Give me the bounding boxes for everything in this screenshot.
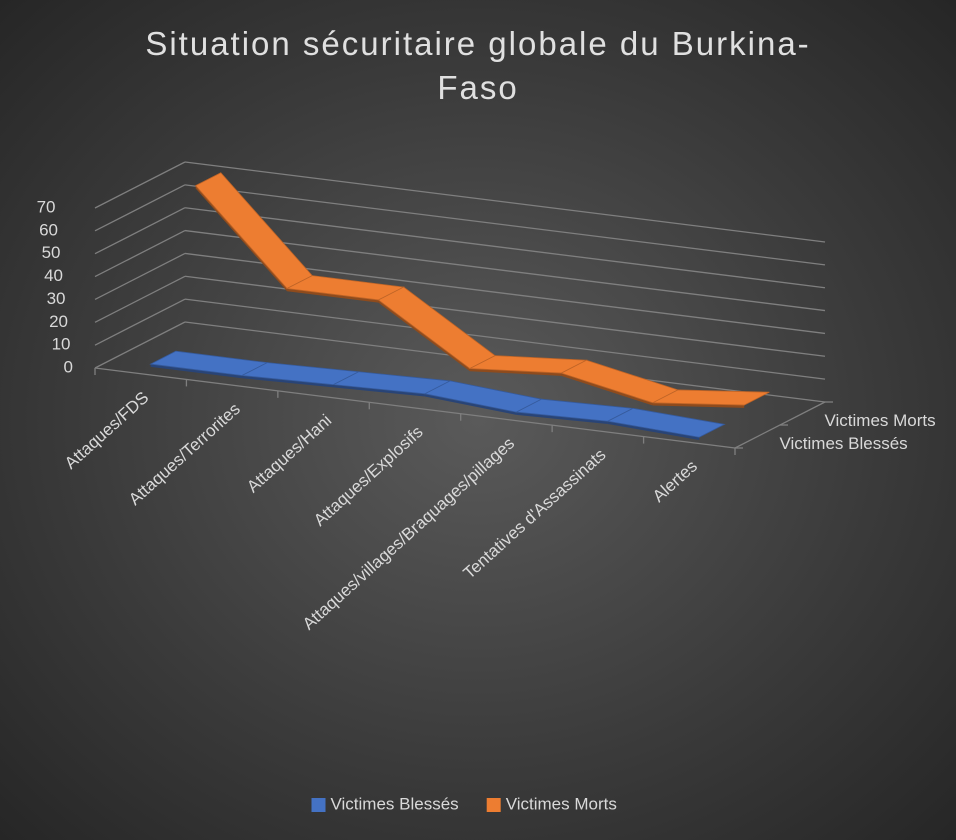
x-tick-label: Alertes xyxy=(649,456,701,506)
ribbon-edge xyxy=(195,185,288,292)
grid-line xyxy=(184,207,826,289)
y-tick-label: 50 xyxy=(42,243,61,262)
side-grid-line xyxy=(94,207,186,255)
side-grid-line xyxy=(94,184,186,232)
ribbon-edge xyxy=(652,402,745,408)
side-grid-line xyxy=(94,275,186,323)
ribbon-edge xyxy=(469,368,562,376)
y-tick-label: 60 xyxy=(39,220,58,239)
ribbon-edge xyxy=(333,384,425,397)
ribbon-segment xyxy=(606,407,726,438)
y-tick-label: 70 xyxy=(37,197,56,216)
depth-label: Victimes Morts xyxy=(825,411,936,430)
legend-label: Victimes Blessés xyxy=(331,794,459,813)
ribbon-edge xyxy=(424,393,517,415)
chart-title: Situation sécuritaire globale du Burkina… xyxy=(145,25,811,106)
x-tick-label: Attaques/villages/Braquages/pillages xyxy=(299,434,518,634)
ribbon-segment xyxy=(194,172,313,290)
ribbon-edge xyxy=(561,373,653,406)
x-tick-label: Attaques/Explosifs xyxy=(310,422,427,530)
ribbon-segment xyxy=(377,286,496,369)
grid-line xyxy=(184,298,826,380)
side-grid-line xyxy=(94,161,186,209)
x-axis-line xyxy=(94,367,736,449)
x-tick-label: Attaques/Hani xyxy=(243,411,335,497)
ribbon-edge xyxy=(607,421,700,440)
ribbon-segment xyxy=(652,389,770,406)
x-tick-label: Attaques/Terrorites xyxy=(125,399,244,509)
grid-line xyxy=(184,184,826,266)
legend-swatch xyxy=(486,798,501,812)
grid-line xyxy=(184,275,826,357)
y-tick-label: 10 xyxy=(52,335,71,354)
y-tick-label: 0 xyxy=(64,357,73,376)
legend-label: Victimes Morts xyxy=(506,794,617,813)
y-tick-label: 30 xyxy=(47,289,66,308)
ribbon-edge xyxy=(378,299,470,372)
grid-line xyxy=(184,161,826,243)
side-grid-line xyxy=(94,229,186,278)
x-tick-label: Attaques/FDS xyxy=(61,388,152,473)
legend-swatch xyxy=(311,798,326,812)
side-grid-line xyxy=(94,298,186,346)
side-grid-line xyxy=(94,321,186,369)
depth-label: Victimes Blessés xyxy=(780,434,908,453)
ribbon-edge xyxy=(150,364,243,379)
ribbon-edge xyxy=(242,375,334,388)
grid-line xyxy=(184,229,826,312)
side-grid-line xyxy=(94,252,186,301)
y-tick-label: 40 xyxy=(44,266,63,285)
ribbon-edge xyxy=(516,412,608,424)
ribbon-edge xyxy=(287,288,379,303)
y-tick-label: 20 xyxy=(49,312,68,331)
